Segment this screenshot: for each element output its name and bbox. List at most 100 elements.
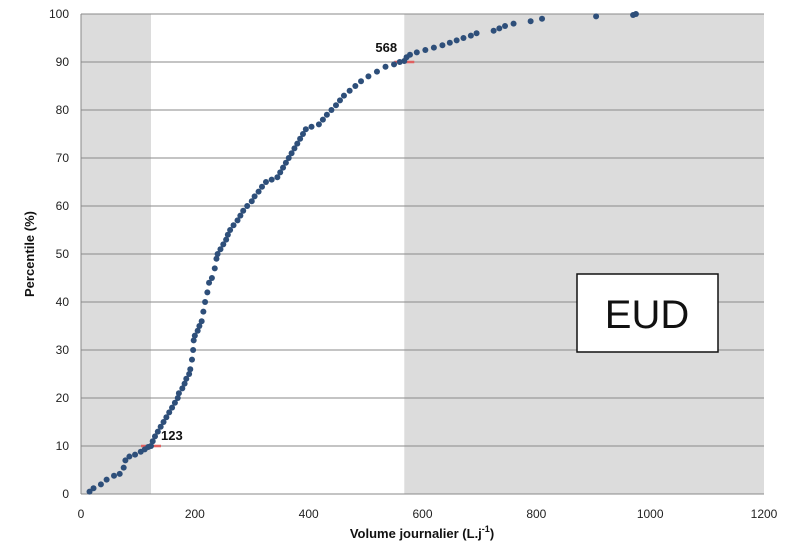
data-point: [358, 78, 365, 85]
data-point: [323, 111, 330, 118]
y-tick-label: 70: [56, 151, 70, 165]
data-point: [285, 155, 292, 161]
y-tick-label: 0: [62, 487, 69, 501]
data-point: [90, 485, 97, 492]
data-point: [206, 279, 213, 286]
x-tick-label: 800: [526, 507, 546, 521]
x-tick-label: 0: [78, 507, 85, 521]
data-point: [288, 150, 295, 157]
x-tick-label: 1200: [751, 507, 778, 521]
data-point: [297, 135, 304, 142]
data-point: [187, 366, 194, 373]
x-axis-title: Volume journalier (L.j-1): [350, 524, 494, 541]
x-tick-label: 1000: [637, 507, 664, 521]
data-point: [268, 176, 275, 183]
data-point: [510, 20, 517, 27]
y-tick-label: 100: [49, 7, 69, 21]
data-point: [181, 380, 188, 387]
data-point: [255, 188, 262, 195]
x-axis-title-close: ): [490, 526, 494, 541]
threshold-label-568: 568: [375, 40, 397, 55]
data-point: [527, 18, 534, 25]
data-point: [365, 73, 372, 80]
data-point: [198, 318, 205, 325]
data-point: [277, 169, 284, 176]
data-point: [422, 47, 429, 53]
data-point: [97, 481, 104, 488]
x-tick-label: 400: [299, 507, 319, 521]
threshold-label-123: 123: [161, 428, 183, 443]
data-point: [291, 145, 298, 152]
data-point: [467, 32, 474, 39]
data-point: [490, 27, 497, 34]
y-tick-label: 90: [56, 55, 70, 69]
data-point: [200, 308, 207, 315]
data-point: [163, 414, 170, 421]
data-point: [166, 409, 173, 416]
data-point: [315, 121, 322, 128]
data-point: [174, 395, 181, 401]
data-point: [237, 212, 244, 219]
y-axis-title: Percentile (%): [22, 211, 37, 297]
data-point: [103, 476, 110, 483]
data-point: [149, 438, 156, 445]
data-point: [319, 116, 326, 123]
data-point: [214, 251, 221, 257]
data-point: [122, 457, 129, 464]
data-point: [391, 61, 398, 68]
data-point: [86, 488, 93, 495]
data-point: [496, 25, 503, 32]
data-point: [183, 375, 190, 382]
x-axis-title-superscript: -1: [482, 524, 490, 534]
data-point: [213, 255, 220, 262]
data-point: [220, 241, 227, 248]
data-point: [539, 15, 546, 22]
data-point: [302, 126, 309, 133]
data-point: [460, 35, 467, 41]
data-point: [294, 140, 301, 147]
data-point: [336, 97, 343, 104]
data-point: [274, 174, 281, 181]
data-point: [230, 222, 237, 229]
data-point: [234, 217, 241, 224]
data-point: [116, 470, 123, 477]
data-point: [111, 472, 118, 479]
data-point: [171, 399, 178, 406]
data-point: [446, 39, 453, 46]
data-point: [154, 428, 161, 435]
y-tick-label: 20: [56, 391, 70, 405]
data-point: [282, 159, 289, 166]
data-point: [190, 347, 197, 353]
x-tick-labels: 0 200 400 600 800 1000 1200: [78, 507, 778, 521]
data-point: [332, 102, 339, 109]
data-point: [258, 183, 265, 190]
data-point: [196, 323, 203, 329]
data-point: [262, 179, 269, 185]
data-point: [217, 246, 224, 253]
data-point: [328, 107, 335, 113]
data-point: [240, 207, 247, 214]
eud-label-box: [576, 273, 719, 353]
data-point: [188, 356, 195, 363]
data-point: [194, 327, 201, 334]
data-point: [120, 464, 127, 471]
data-point: [211, 265, 218, 272]
data-point: [439, 42, 446, 49]
axes: [80, 14, 764, 495]
data-point: [227, 227, 234, 233]
data-point: [502, 23, 509, 29]
data-point: [244, 203, 251, 209]
data-point: [208, 275, 215, 281]
data-point: [148, 443, 155, 449]
data-point: [430, 44, 437, 51]
data-points: [86, 11, 639, 495]
data-point: [179, 385, 186, 392]
data-point: [280, 164, 287, 171]
data-point: [251, 193, 258, 200]
eud-label: EUD: [605, 293, 689, 337]
data-point: [248, 198, 255, 205]
data-point: [473, 30, 480, 37]
data-point: [224, 231, 231, 238]
data-point: [373, 68, 380, 75]
